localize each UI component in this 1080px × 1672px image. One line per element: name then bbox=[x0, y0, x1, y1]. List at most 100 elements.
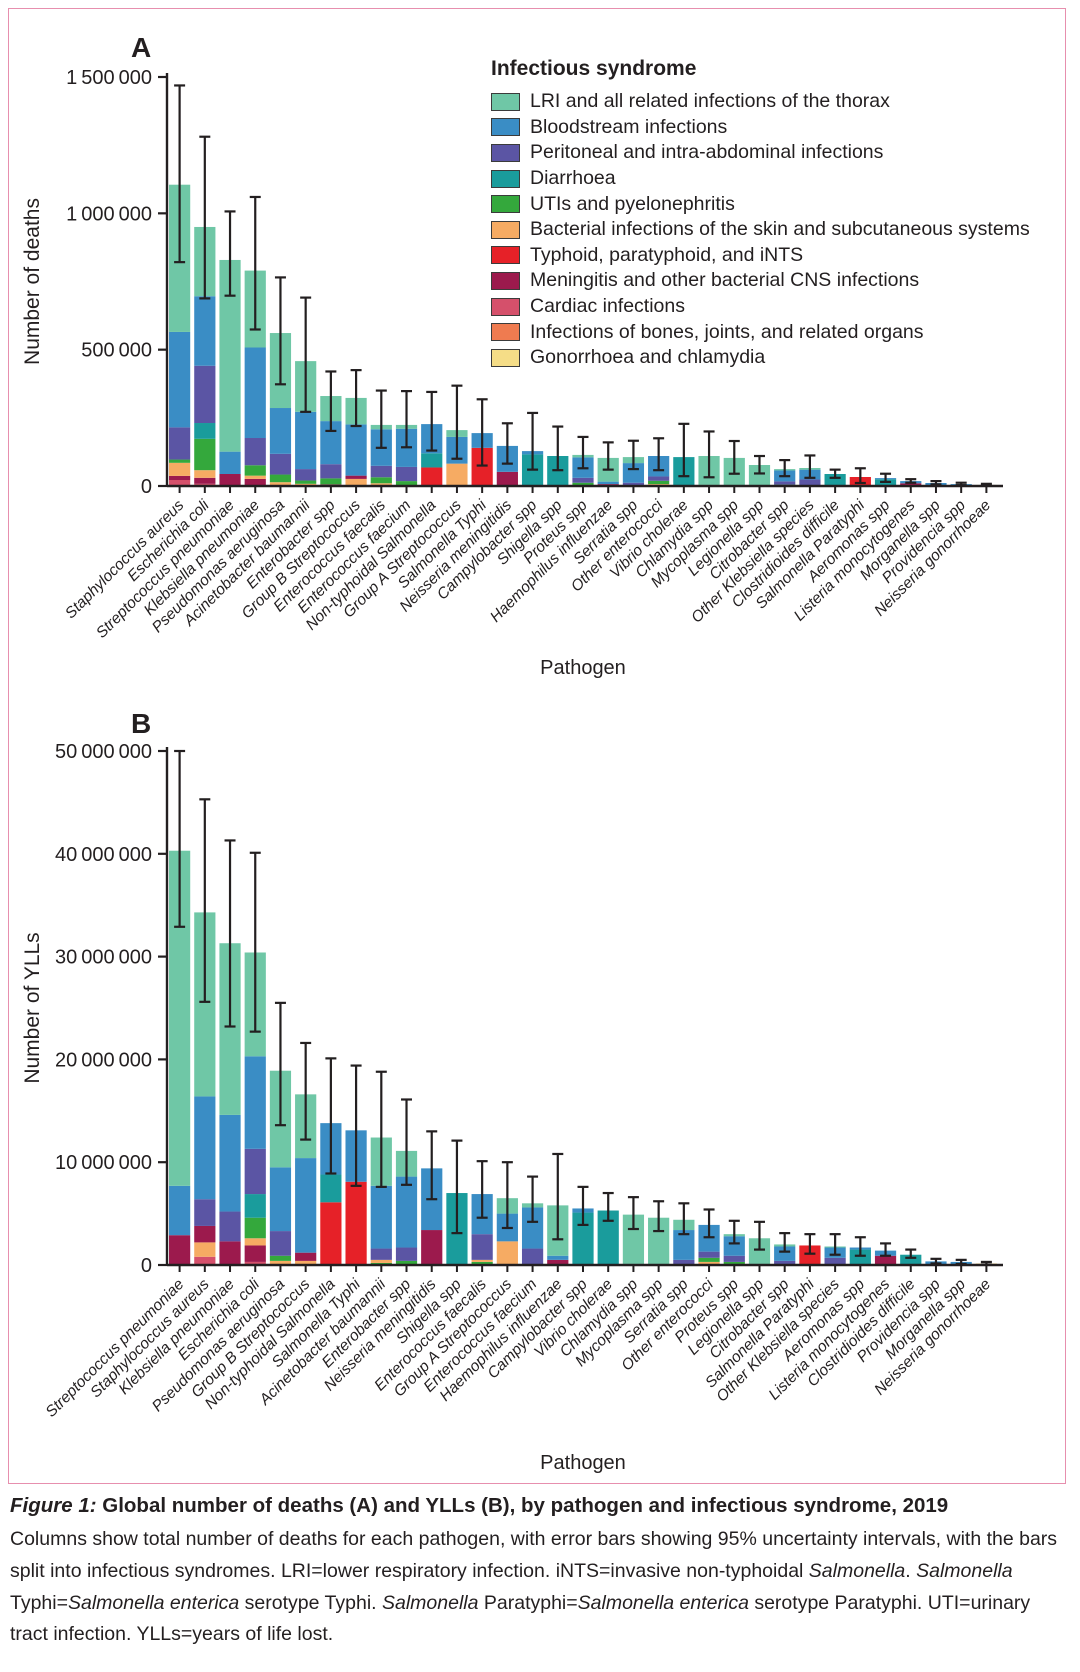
error-bar bbox=[930, 479, 942, 486]
x-axis-title: Pathogen bbox=[540, 657, 626, 679]
bar-segment-bloodstream bbox=[194, 1096, 216, 1200]
legend-item-label: Bloodstream infections bbox=[530, 115, 728, 138]
bar-staphylococcus-aureus bbox=[169, 184, 191, 486]
error-bar bbox=[577, 1185, 589, 1227]
bar-segment-uti bbox=[194, 438, 216, 471]
bar-vibrio-cholerae bbox=[597, 1210, 619, 1265]
legend-item-label: Peritoneal and intra-abdominal infection… bbox=[530, 141, 884, 164]
bar-segment-meningitis bbox=[496, 471, 518, 486]
bar-segment-uti bbox=[295, 480, 317, 484]
typhoid-swatch-icon bbox=[491, 246, 520, 265]
legend-item-bloodstream: Bloodstream infections bbox=[491, 115, 1051, 141]
bar-segment-peritoneal bbox=[219, 1211, 241, 1242]
error-bar bbox=[401, 1098, 413, 1186]
bar-salmonella-typhi bbox=[345, 1130, 367, 1265]
bar-segment-diarrhoea bbox=[597, 1210, 619, 1265]
error-bar bbox=[804, 1233, 816, 1255]
peritoneal-swatch-icon bbox=[491, 143, 520, 162]
error-bar bbox=[300, 296, 312, 413]
bar-segment-lri bbox=[219, 259, 241, 452]
error-bar bbox=[199, 135, 211, 300]
error-bar bbox=[678, 1202, 690, 1236]
y-axis-title: Number of YLLs bbox=[21, 932, 44, 1083]
error-bar bbox=[880, 472, 892, 484]
bar-segment-peritoneal bbox=[774, 1260, 796, 1265]
bar-segment-peritoneal bbox=[269, 453, 292, 475]
bar-segment-meningitis bbox=[244, 1245, 266, 1262]
bar-segment-bloodstream bbox=[219, 451, 241, 475]
error-bar bbox=[854, 1236, 866, 1257]
bar-segment-diarrhoea bbox=[900, 1254, 922, 1265]
error-bar bbox=[552, 425, 564, 472]
bar-segment-uti bbox=[471, 1261, 493, 1265]
error-bar bbox=[325, 1057, 337, 1175]
error-bar bbox=[653, 437, 665, 472]
bar-streptococcus-pneumoniae bbox=[169, 850, 191, 1265]
figure-border-box: A 0 500 000 1 000 000 1 500 000 Number of dea… bbox=[8, 8, 1066, 1484]
error-bar bbox=[300, 1041, 312, 1141]
legend-item-typhoid: Typhoid, paratyphoid, and iNTS bbox=[491, 243, 1051, 269]
legend-item-cardiac: Cardiac infections bbox=[491, 294, 1051, 320]
bar-segment-bloodstream bbox=[244, 1056, 266, 1149]
y-tick-label: 0 bbox=[141, 476, 152, 498]
error-bar bbox=[375, 1070, 387, 1188]
bar-segment-bloodstream bbox=[774, 1246, 796, 1261]
error-bar bbox=[174, 84, 186, 264]
bar-segment-lri bbox=[219, 943, 241, 1115]
x-axis-title: Pathogen bbox=[540, 1452, 626, 1474]
error-bar bbox=[527, 411, 539, 471]
caption-body-run: Paratyphi= bbox=[478, 1591, 578, 1614]
figure-number-label: Figure 1: bbox=[10, 1494, 97, 1517]
caption-body-run: . bbox=[905, 1559, 917, 1582]
bar-segment-bloodstream bbox=[345, 424, 367, 476]
caption-title-text: Global number of deaths (A) and YLLs (B)… bbox=[96, 1494, 949, 1517]
error-bar bbox=[703, 1208, 715, 1239]
bar-klebsiella-pneumoniae bbox=[219, 943, 241, 1265]
bar-segment-bloodstream bbox=[597, 481, 619, 485]
bar-segment-peritoneal bbox=[572, 477, 594, 483]
bar-escherichia-coli bbox=[194, 226, 216, 486]
bar-segment-peritoneal bbox=[774, 481, 796, 485]
error-bar bbox=[678, 422, 690, 478]
bar-segment-diarrhoea bbox=[244, 1194, 266, 1218]
bar-segment-cardiac bbox=[244, 1261, 266, 1265]
bar-segment-skin bbox=[169, 462, 191, 476]
bar-segment-uti bbox=[698, 1257, 720, 1262]
bar-segment-bloodstream bbox=[194, 296, 216, 366]
bar-segment-meningitis bbox=[874, 1255, 897, 1265]
legend-item-peritoneal: Peritoneal and intra-abdominal infection… bbox=[491, 140, 1051, 166]
bar-segment-lri bbox=[169, 850, 191, 1186]
error-bar bbox=[426, 1130, 438, 1201]
error-bar bbox=[703, 430, 715, 479]
error-bar bbox=[779, 1232, 791, 1253]
error-bar bbox=[728, 439, 740, 475]
bar-segment-bloodstream bbox=[395, 1176, 418, 1248]
caption-body-run: Salmonella enterica bbox=[577, 1591, 749, 1614]
bar-segment-bloodstream bbox=[295, 411, 317, 470]
error-bar bbox=[602, 1191, 614, 1222]
error-bar bbox=[174, 749, 186, 928]
legend-item-uti: UTIs and pyelonephritis bbox=[491, 191, 1051, 217]
bar-segment-skin bbox=[446, 463, 468, 486]
bar-segment-peritoneal bbox=[169, 427, 191, 460]
bar-clostridioides-difficile bbox=[900, 1254, 922, 1265]
error-bar bbox=[627, 1196, 639, 1231]
error-bar bbox=[274, 1001, 286, 1127]
error-bar bbox=[753, 1220, 765, 1251]
y-tick-label: 0 bbox=[141, 1255, 152, 1277]
bar-segment-skin bbox=[194, 470, 216, 478]
y-tick-label: 10 000 000 bbox=[55, 1152, 152, 1174]
bar-segment-peritoneal bbox=[194, 365, 216, 424]
error-bar bbox=[854, 467, 866, 485]
bar-segment-skin bbox=[370, 1259, 392, 1263]
error-bar bbox=[804, 454, 816, 479]
bar-segment-skin bbox=[345, 478, 367, 486]
diarrhoea-swatch-icon bbox=[491, 169, 520, 188]
bar-segment-skin bbox=[269, 1260, 292, 1265]
bar-segment-peritoneal bbox=[370, 465, 392, 478]
error-bar bbox=[627, 439, 639, 471]
bar-mycoplasma-spp bbox=[648, 1217, 670, 1265]
bar-group-b-streptococcus bbox=[345, 397, 367, 486]
bar-segment-typhoid bbox=[345, 1181, 367, 1265]
error-bar bbox=[779, 458, 791, 478]
